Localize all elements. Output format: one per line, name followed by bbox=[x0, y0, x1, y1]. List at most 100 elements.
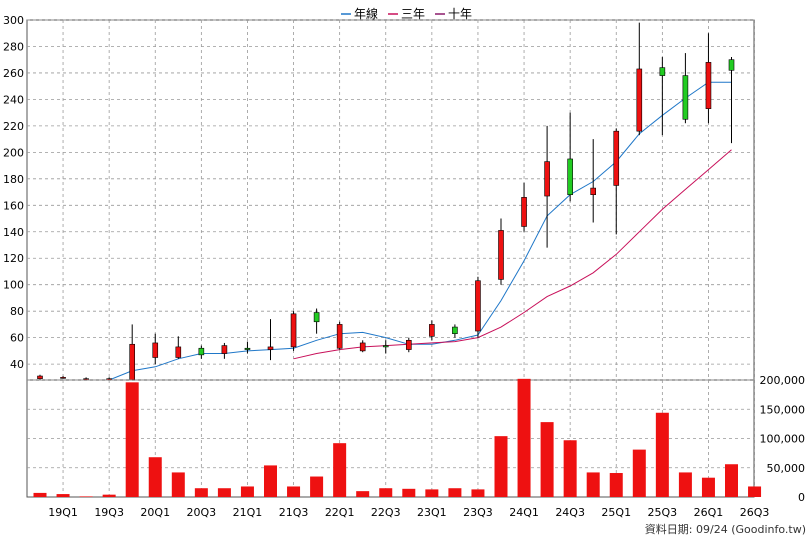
candle bbox=[267, 319, 274, 361]
volume-bar bbox=[356, 491, 370, 497]
candle bbox=[382, 340, 389, 354]
candle bbox=[705, 33, 712, 124]
candle-body bbox=[728, 59, 735, 71]
y-tick-label: 200 bbox=[3, 146, 24, 159]
volume-bar bbox=[471, 489, 485, 497]
volume-bar bbox=[56, 494, 70, 497]
volume-tick-label: 200,000 bbox=[760, 374, 806, 387]
volume-bar bbox=[310, 476, 324, 497]
candle-body bbox=[267, 346, 274, 350]
x-tick-label: 26Q1 bbox=[694, 506, 724, 519]
candle-body bbox=[544, 161, 550, 197]
candle bbox=[498, 218, 504, 285]
candle-body bbox=[636, 68, 643, 132]
candle-body bbox=[290, 313, 297, 348]
volume-bar bbox=[125, 382, 139, 497]
volume-bar bbox=[517, 378, 531, 497]
y-tick-label: 240 bbox=[3, 93, 24, 106]
candle-body bbox=[567, 158, 573, 196]
candle bbox=[405, 337, 412, 353]
x-tick-label: 20Q3 bbox=[187, 506, 217, 519]
legend-label: 三年 bbox=[401, 7, 425, 21]
candle-body bbox=[37, 375, 43, 379]
y-tick-label: 260 bbox=[3, 67, 24, 80]
volume-bar bbox=[563, 440, 577, 497]
ma-line-年線 bbox=[109, 81, 732, 380]
candle-body bbox=[590, 187, 597, 196]
candle-body bbox=[106, 378, 112, 380]
candle bbox=[659, 57, 666, 136]
volume-bar bbox=[678, 472, 692, 497]
candle bbox=[544, 125, 550, 248]
candle-body bbox=[129, 343, 135, 380]
candle bbox=[590, 139, 597, 223]
volume-tick-label: 100,000 bbox=[760, 433, 806, 446]
ma-line-三年 bbox=[293, 149, 732, 360]
volume-bar bbox=[655, 412, 669, 497]
volume-bar bbox=[725, 464, 738, 497]
candle bbox=[728, 57, 735, 144]
candle bbox=[175, 336, 182, 359]
candle bbox=[221, 342, 228, 359]
y-tick-label: 80 bbox=[10, 305, 24, 318]
candle bbox=[198, 345, 205, 359]
x-tick-label: 23Q1 bbox=[417, 506, 447, 519]
candle-body bbox=[244, 347, 251, 350]
candle bbox=[336, 321, 343, 350]
volume-bar bbox=[701, 477, 715, 497]
candle-body bbox=[682, 75, 689, 120]
candle-body bbox=[659, 67, 666, 76]
candle bbox=[636, 22, 643, 136]
candle bbox=[452, 324, 458, 338]
x-tick-label: 25Q3 bbox=[648, 506, 678, 519]
legend-item: 三年 bbox=[388, 7, 425, 21]
x-tick-label: 24Q3 bbox=[555, 506, 585, 519]
candle bbox=[613, 128, 620, 235]
x-tick-label: 19Q3 bbox=[94, 506, 124, 519]
price-frame bbox=[26, 19, 755, 381]
y-tick-label: 120 bbox=[3, 252, 24, 265]
volume-bar bbox=[240, 486, 254, 497]
volume-panel: 0 50,000 100,000 150,000 200,000 bbox=[26, 374, 806, 504]
legend-label: 十年 bbox=[448, 7, 472, 21]
volume-bar bbox=[540, 422, 554, 497]
volume-bar bbox=[402, 488, 416, 497]
candle-body bbox=[60, 377, 66, 379]
candle bbox=[60, 376, 66, 379]
candle-body bbox=[613, 130, 620, 186]
legend-label: 年線 bbox=[354, 6, 378, 21]
volume-bar bbox=[333, 443, 347, 497]
candle bbox=[475, 276, 481, 338]
volume-bar bbox=[379, 488, 393, 497]
candle-body bbox=[705, 62, 712, 109]
volume-bar bbox=[632, 449, 646, 497]
source-credit: 資料日期: 09/24 (Goodinfo.tw) bbox=[645, 522, 806, 536]
y-tick-label: 160 bbox=[3, 199, 24, 212]
x-tick-label: 25Q1 bbox=[601, 506, 631, 519]
x-tick-label: 22Q3 bbox=[371, 506, 401, 519]
y-tick-label: 280 bbox=[3, 40, 24, 53]
volume-bar bbox=[33, 492, 47, 497]
volume-bar bbox=[448, 488, 462, 497]
price-panel: 40 60 80 100 120 140 160 180 200 220 240 260 280 300 bbox=[3, 14, 755, 381]
candle bbox=[129, 324, 135, 380]
x-tick-label: 21Q3 bbox=[279, 506, 309, 519]
candle-body bbox=[313, 312, 320, 323]
legend-item: 十年 bbox=[435, 7, 472, 21]
candle-body bbox=[498, 230, 504, 280]
x-tick-label: 21Q1 bbox=[233, 506, 263, 519]
volume-bar bbox=[194, 488, 208, 497]
y-tick-label: 220 bbox=[3, 120, 24, 133]
candle-body bbox=[175, 346, 182, 358]
volume-bar bbox=[586, 472, 600, 497]
x-tick-label: 22Q1 bbox=[325, 506, 355, 519]
candle-body bbox=[382, 345, 389, 348]
candle bbox=[244, 341, 251, 354]
x-tick-label: 19Q1 bbox=[48, 506, 78, 519]
candle bbox=[152, 333, 159, 365]
candle bbox=[521, 182, 527, 232]
legend: 年線 三年 十年 bbox=[341, 6, 472, 21]
candle-body bbox=[521, 197, 527, 227]
y-tick-label: 60 bbox=[10, 332, 24, 345]
